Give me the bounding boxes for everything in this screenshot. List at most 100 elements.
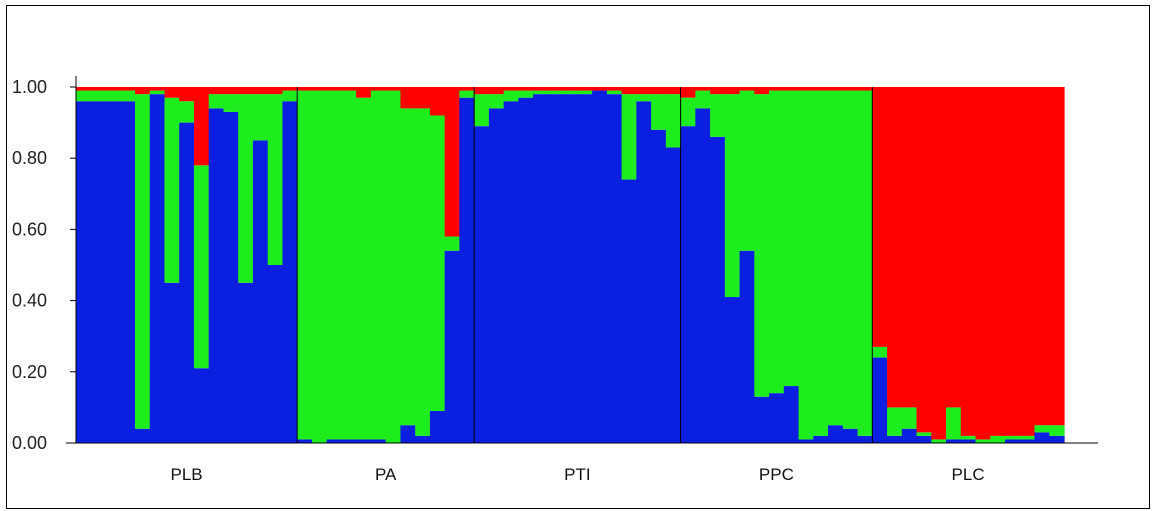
bar-segment-plb-3-green — [105, 90, 121, 102]
bar-segment-plb-5-red — [134, 87, 151, 95]
bar-segment-pti-9-red — [592, 87, 608, 91]
y-ticks: 0.00 0.20 0.40 0.60 0.80 1.00 — [12, 77, 76, 453]
bar-segment-plc-2-red — [887, 87, 903, 408]
bar-segment-pti-13-green — [651, 94, 667, 130]
bar-segment-pti-14-red — [665, 87, 682, 95]
bar-segment-plc-6-red — [946, 87, 962, 408]
bar-segment-plb-8-green — [179, 101, 195, 123]
bar-segment-ppc-13-green — [857, 90, 873, 436]
bar-segment-pti-3-green — [503, 90, 519, 102]
bar-segment-pti-6-green — [547, 90, 564, 95]
bar-segment-pti-1-blue — [474, 126, 490, 443]
bar-segment-plc-8-red — [975, 87, 991, 440]
bar-segment-plb-4-green — [120, 90, 136, 102]
bar-segment-plb-11-blue — [223, 111, 239, 444]
bar-segment-plc-7-red — [960, 87, 977, 436]
group-label-pa: PA — [375, 465, 397, 484]
bar-segment-plb-9-blue — [193, 368, 210, 443]
bar-segment-plc-3-red — [901, 87, 918, 408]
bar-segment-ppc-13-blue — [857, 435, 873, 443]
bar-segment-pti-12-red — [636, 87, 652, 95]
bar-segment-ppc-3-blue — [710, 136, 726, 443]
y-tick-label: 0.00 — [12, 433, 47, 453]
bar-segment-pti-11-green — [621, 94, 637, 180]
bar-segment-plc-4-green — [916, 432, 932, 436]
bar-segment-pa-2-green — [311, 90, 328, 443]
bar-segment-plb-9-green — [193, 165, 210, 369]
bar-segment-plc-5-green — [931, 439, 947, 443]
bar-segment-plc-3-green — [901, 407, 918, 429]
y-tick-label: 0.20 — [12, 362, 47, 382]
bar-segment-ppc-6-green — [754, 94, 770, 397]
bar-segment-pa-6-green — [370, 90, 387, 440]
bar-segment-ppc-1-green — [680, 97, 696, 127]
bar-segment-plc-10-blue — [1005, 439, 1021, 443]
bar-segment-pti-9-blue — [592, 90, 608, 443]
bar-segment-ppc-7-green — [769, 90, 785, 394]
bar-segment-ppc-2-blue — [695, 108, 711, 444]
bar-segment-plb-10-red — [208, 87, 225, 95]
bar-segment-plb-11-green — [223, 94, 239, 112]
bar-segment-plb-14-red — [267, 87, 284, 95]
bar-segment-pa-10-blue — [429, 410, 446, 443]
bar-segment-pa-5-blue — [356, 439, 372, 443]
bar-segment-plc-9-green — [990, 435, 1006, 443]
figure-frame — [6, 5, 1150, 509]
bar-segment-ppc-11-red — [828, 87, 844, 91]
bar-segment-plb-3-red — [105, 87, 121, 91]
bar-segment-plb-2-green — [90, 90, 107, 102]
bar-segment-pa-12-red — [459, 87, 475, 91]
bar-segment-plc-13-blue — [1049, 435, 1065, 443]
bar-segment-plc-13-red — [1049, 87, 1065, 426]
bar-segment-ppc-1-red — [680, 87, 696, 98]
bar-segment-ppc-9-red — [798, 87, 814, 91]
bar-segment-pti-10-red — [606, 87, 623, 91]
bar-segment-plc-12-red — [1034, 87, 1050, 426]
bar-segment-plc-10-red — [1005, 87, 1021, 436]
bar-segment-plb-15-blue — [282, 101, 298, 444]
bar-segment-plb-10-green — [208, 94, 225, 109]
bar-segment-plc-2-green — [887, 407, 903, 436]
bar-segment-pti-4-red — [518, 87, 534, 91]
bar-segment-ppc-3-green — [710, 94, 726, 137]
bar-segment-pti-11-red — [621, 87, 637, 95]
bar-segment-pa-7-red — [385, 87, 402, 91]
bar-segment-plb-5-blue — [134, 428, 151, 443]
bar-segment-ppc-7-red — [769, 87, 785, 91]
bar-segment-plb-12-green — [238, 94, 254, 283]
bar-segment-ppc-6-red — [754, 87, 770, 95]
group-label-plb: PLB — [171, 465, 203, 484]
bar-segment-plc-12-blue — [1034, 432, 1050, 443]
bar-segment-pa-8-green — [400, 108, 416, 426]
y-tick-label: 0.40 — [12, 291, 47, 311]
bar-segment-pti-10-green — [606, 90, 623, 95]
bar-segment-pa-9-red — [415, 87, 431, 109]
group-separators — [296, 87, 873, 443]
bar-segment-plb-1-red — [76, 87, 92, 91]
bar-segment-ppc-1-blue — [680, 126, 696, 443]
bar-segment-pa-5-red — [356, 87, 372, 98]
bar-segment-plb-13-green — [252, 94, 269, 141]
bar-segment-pa-6-red — [370, 87, 387, 91]
bar-segment-pa-11-green — [444, 236, 461, 251]
group-label-pti: PTI — [564, 465, 590, 484]
bar-segment-ppc-7-blue — [769, 393, 785, 443]
bar-segment-pa-1-green — [297, 90, 313, 440]
bar-segment-plc-11-red — [1019, 87, 1036, 436]
bar-segment-ppc-10-red — [813, 87, 829, 91]
bar-segment-plb-4-blue — [120, 101, 136, 444]
bar-segment-pa-2-red — [311, 87, 328, 91]
bar-segment-pti-14-blue — [665, 147, 682, 443]
bar-segment-plb-2-blue — [90, 101, 107, 444]
bar-segment-plc-12-green — [1034, 425, 1050, 433]
bar-segment-pti-4-green — [518, 90, 534, 98]
bar-segment-pa-1-blue — [297, 439, 313, 443]
bar-segment-plb-9-red — [193, 87, 210, 166]
bar-segment-pa-8-blue — [400, 425, 416, 443]
bar-segment-ppc-8-red — [783, 87, 800, 91]
bar-segment-plc-4-red — [916, 87, 932, 433]
bar-segment-plb-15-red — [282, 87, 298, 91]
bar-segment-ppc-5-blue — [739, 250, 755, 443]
bar-segment-pti-6-blue — [547, 94, 564, 444]
